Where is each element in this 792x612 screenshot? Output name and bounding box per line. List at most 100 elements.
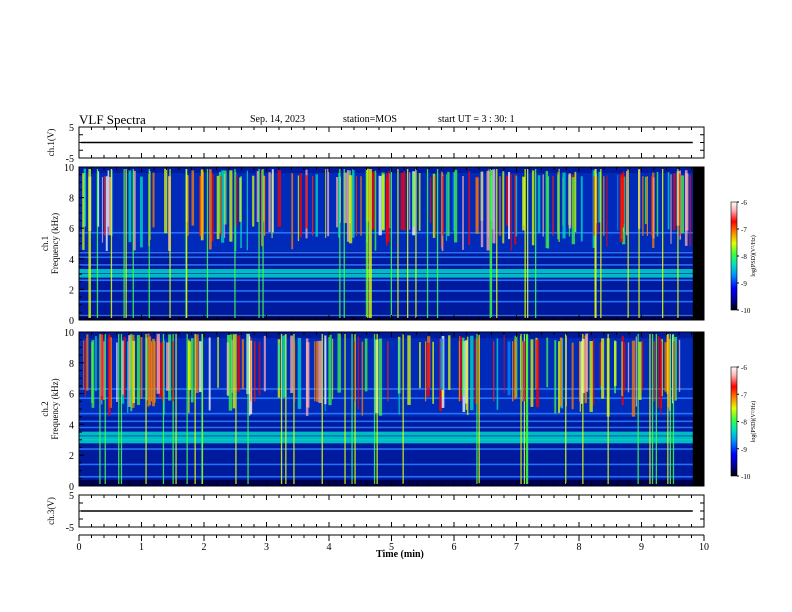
chorus-burst xyxy=(452,171,455,232)
ch1-spectrogram xyxy=(79,167,704,320)
chorus-burst xyxy=(128,170,132,243)
strong-burst xyxy=(172,341,174,402)
chorus-burst xyxy=(522,176,526,231)
chorus-burst xyxy=(195,334,199,393)
sferic-line xyxy=(390,169,392,318)
chorus-burst xyxy=(364,338,368,392)
chorus-burst xyxy=(268,172,271,232)
chorus-burst xyxy=(614,341,617,387)
chorus-burst xyxy=(448,335,451,390)
strong-burst xyxy=(250,341,252,402)
x-tick-label: 5 xyxy=(389,542,394,553)
chorus-burst xyxy=(263,335,266,392)
chorus-burst xyxy=(263,175,265,222)
strong-burst xyxy=(151,341,153,402)
strong-burst xyxy=(552,176,554,236)
strong-burst xyxy=(522,341,524,402)
chorus-burst xyxy=(200,169,204,241)
date-label: Sep. 14, 2023 xyxy=(250,114,305,125)
ch3-waveform-ylabel: ch.3(V) xyxy=(46,497,56,525)
sferic-line xyxy=(262,169,264,318)
chorus-burst xyxy=(426,342,430,397)
sferic-line xyxy=(194,334,196,484)
sferic-line xyxy=(89,169,91,318)
chorus-burst xyxy=(475,177,479,234)
chorus-burst xyxy=(514,338,517,400)
chorus-burst xyxy=(338,172,341,238)
band-line xyxy=(79,314,693,317)
ch1-spectrogram-tick-label: 8 xyxy=(69,194,74,205)
strong-burst xyxy=(187,176,189,236)
sferic-line xyxy=(496,169,498,318)
band-line xyxy=(79,431,693,436)
chorus-burst xyxy=(325,169,327,238)
low-freq-region xyxy=(79,313,693,320)
chorus-burst xyxy=(232,334,236,409)
sferic-line xyxy=(201,334,203,484)
chorus-burst xyxy=(158,342,162,398)
chorus-burst xyxy=(229,170,233,242)
sferic-line xyxy=(638,169,640,318)
strong-burst xyxy=(499,176,501,236)
chorus-burst xyxy=(328,334,332,406)
chorus-burst xyxy=(290,335,294,393)
sferic-line xyxy=(370,169,372,318)
chorus-burst xyxy=(515,175,518,237)
sferic-line xyxy=(490,169,493,318)
strong-burst xyxy=(254,341,256,402)
chorus-burst xyxy=(589,341,593,412)
chorus-burst xyxy=(152,172,155,228)
sferic-line xyxy=(489,169,491,318)
chorus-burst xyxy=(136,335,141,405)
x-tick-label: 7 xyxy=(514,542,519,553)
sferic-line xyxy=(118,334,120,484)
ch2-spectrogram-colorbar-tick-label: -10 xyxy=(741,473,751,481)
chorus-burst xyxy=(432,173,436,238)
x-tick-label: 3 xyxy=(264,542,269,553)
strong-burst xyxy=(651,176,653,236)
chorus-burst xyxy=(352,169,355,238)
sferic-line xyxy=(344,334,346,484)
sferic-line xyxy=(343,169,345,318)
chorus-burst xyxy=(398,339,400,415)
chorus-burst xyxy=(226,342,230,396)
band-line xyxy=(79,439,693,444)
chorus-burst xyxy=(621,335,624,406)
chorus-burst xyxy=(626,170,628,236)
sferic-line xyxy=(99,334,101,484)
sferic-line xyxy=(206,169,209,318)
chorus-burst xyxy=(378,175,382,236)
chorus-burst xyxy=(571,177,576,245)
ch2-spectrogram-colorbar-label: log(PSD)(V²/Hz) xyxy=(750,401,757,442)
chorus-burst xyxy=(86,334,89,391)
ch2-spectrogram-tick-label: 8 xyxy=(69,359,74,370)
sferic-line xyxy=(186,169,188,318)
ch1-spectrogram-channel-label: ch.1 xyxy=(40,236,50,251)
strong-burst xyxy=(387,341,389,402)
chorus-burst xyxy=(657,335,660,408)
sferic-line xyxy=(145,334,147,484)
x-tick-label: 4 xyxy=(327,542,332,553)
strong-burst xyxy=(162,341,164,402)
strong-burst xyxy=(200,176,202,236)
chorus-burst xyxy=(674,336,677,401)
chorus-burst xyxy=(678,339,681,392)
chorus-burst xyxy=(324,335,327,405)
chorus-burst xyxy=(412,173,415,227)
chorus-burst xyxy=(346,170,350,242)
sferic-line xyxy=(407,169,409,318)
ch1-spectrogram-tick-label: 0 xyxy=(69,316,74,327)
sferic-line xyxy=(339,169,341,318)
chorus-burst xyxy=(152,338,155,407)
x-tick-label: 2 xyxy=(202,542,207,553)
sferic-line xyxy=(169,169,171,318)
sferic-line xyxy=(520,334,522,484)
chorus-burst xyxy=(562,172,566,239)
sferic-line xyxy=(649,334,651,484)
ch1-waveform-ylabel: ch.1(V) xyxy=(46,129,56,157)
strong-burst xyxy=(512,341,514,402)
strong-burst xyxy=(360,176,362,236)
chorus-burst xyxy=(116,342,118,402)
